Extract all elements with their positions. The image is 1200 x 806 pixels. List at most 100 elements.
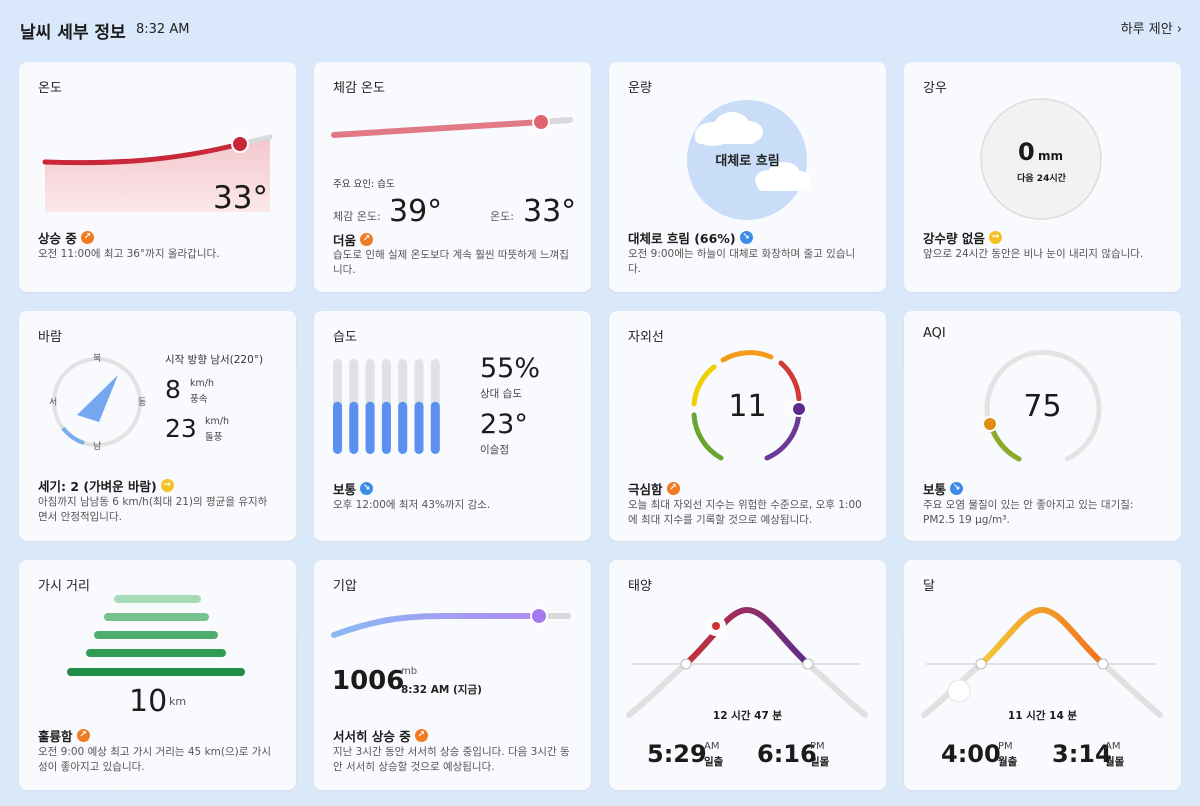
description: 앞으로 24시간 동안은 비나 눈이 내리지 않습니다. [923,248,1144,260]
status-label: 강수량 없음 → [923,228,1002,247]
uv-index-card[interactable]: 자외선 11 극심함 ↗ 오늘 최대 자외선 지수는 위험한 수준으로, 오후 1… [609,311,886,541]
temperature-value: 33° [213,180,268,216]
card-title: 달 [923,579,935,594]
moonrise-label: 월출 [998,756,1018,768]
humidity-card[interactable]: 습도 55% 상대 습도 23° 이슬점 보통 ↘ 오후 12:00에 최저 43… [314,311,591,541]
cloud-center-label: 대체로 흐림 [715,154,780,169]
pressure-value: 1006 [332,666,405,696]
feels-like-card[interactable]: 체감 온도 주요 요인: 습도 체감 온도: 39° 온도: 33° 더움 ↗ 습… [314,62,591,292]
rain-circle [980,98,1102,220]
visibility-bars [67,595,245,676]
humidity-bar-fill [414,401,424,454]
card-title: 태양 [628,579,652,594]
gust-speed: 23 [165,414,197,443]
uv-value: 11 [728,389,767,424]
compass-east: 동 [138,398,147,408]
gust-unit: km/h [205,416,229,427]
sunrise-ampm: AM [704,741,720,752]
trend-up-icon: ↗ [414,729,428,742]
wind-speed-unit: km/h [190,378,214,389]
trend-up-icon: ↗ [666,482,680,495]
pressure-graph [331,607,571,638]
moonrise-ampm: PM [998,741,1013,752]
trend-down-icon: ↘ [360,482,374,495]
humidity-bar-fill [349,401,359,454]
cloud-cover-card[interactable]: 운량 대체로 흐림 대체로 흐림 (66%) ↘ 오전 9:00에는 하늘이 대체… [609,62,886,292]
humidity-bar-fill [365,401,375,454]
status-label: 보통 ↘ [923,479,964,498]
visibility-unit: km [169,695,187,708]
temperature-card[interactable]: 온도 33° 상승 중 ↗ 오전 11:00에 최고 36°까지 올라갑니다. [19,62,296,292]
precipitation-card[interactable]: 강우 0 mm 다음 24시간 강수량 없음 → 앞으로 24시간 동안은 비나 … [904,62,1181,292]
wind-speed-label: 풍속 [190,394,208,405]
description: 아침까지 남남동 6 km/h(최대 21)의 평균을 유지하면서 안정적입니다… [38,496,268,523]
temp-value: 33° [523,194,577,229]
status-label: 극심함 ↗ [628,479,680,498]
card-title: 가시 거리 [38,579,90,594]
status-label: 훌륭함 ↗ [38,726,90,745]
rain-unit: mm [1038,149,1064,163]
humidity-bar-fill [430,401,440,454]
moonset-label: 월몰 [1105,756,1125,768]
trend-down-icon: ↘ [950,482,964,495]
aqi-card[interactable]: AQI 75 보통 ↘ 주요 오염 물질이 있는 안 좋아지고 있는 대기질: P… [904,311,1181,541]
wind-speed: 8 [165,375,181,404]
sunrise-label: 일출 [704,756,724,768]
card-title: 온도 [38,81,62,96]
current-point [231,135,249,153]
temp-label: 온도: [490,210,514,223]
status-label: 대체로 흐림 (66%) ↘ [628,228,753,247]
day-length: 12 시간 47 분 [712,710,783,722]
trend-up-icon: ↗ [360,233,374,246]
compass-west: 서 [49,398,58,408]
description: 오후 12:00에 최저 43%까지 감소. [333,499,491,511]
sun-icon [712,622,720,630]
trend-down-icon: ↘ [739,231,753,244]
visibility-value: 10 [129,684,168,719]
current-time: 8:32 AM [136,22,190,37]
sunset-time: 6:16 [757,740,817,768]
card-title: 기압 [333,579,357,594]
moon-arc [921,606,1163,718]
gust-label: 돌풍 [205,432,223,443]
compass-north: 북 [93,354,102,364]
moon-length: 11 시간 14 분 [1007,710,1078,722]
rain-value: 0 [1018,138,1035,166]
pressure-card[interactable]: 기압 1006 mb 8:32 AM (지금) 서서히 상승 중 ↗ 지난 3시간… [314,560,591,790]
sunrise-time: 5:29 [647,740,707,768]
card-title: AQI [923,326,946,341]
wind-direction: 시작 방향 남서(220°) [165,354,264,366]
wind-compass [52,357,142,447]
status-label: 더움 ↗ [333,230,374,249]
card-title: 자외선 [628,330,664,345]
moonset-ampm: AM [1105,741,1121,752]
day-suggestion-link[interactable]: 하루 제안 › [1120,22,1182,37]
sun-card[interactable]: 태양 12 시간 47 분 5:29 AM 일출 6:16 PM 일몰 [609,560,886,790]
compass-south: 남 [93,442,102,452]
wind-card[interactable]: 바람 북 남 서 동 시작 방향 남서(220°) 8 km/h 풍속 23 k… [19,311,296,541]
description: 오늘 최대 자외선 지수는 위험한 수준으로, 오후 1:00에 최대 지수를 … [628,499,862,526]
humidity-bar-fill [381,401,391,454]
description: 지난 3시간 동안 서서히 상승 중입니다. 다음 3시간 동안 서서히 상승할… [333,746,570,773]
uv-gauge [691,350,807,461]
humidity-value: 55% [480,353,541,384]
status-label: 세기: 2 (가벼운 바람) → [38,476,174,495]
moon-card[interactable]: 달 11 시간 14 분 4:00 PM 월출 3:14 AM 월몰 [904,560,1181,790]
humidity-label: 상대 습도 [480,388,522,400]
sun-arc [626,606,868,718]
feels-value: 39° [389,194,443,229]
trend-flat-icon: → [160,479,174,492]
dew-point-label: 이슬점 [480,444,509,456]
humidity-bars [333,359,440,454]
status-label: 상승 중 ↗ [38,228,94,247]
visibility-card[interactable]: 가시 거리 10 km 훌륭함 ↗ 오전 9:00 예상 최고 가시 거리는 45… [19,560,296,790]
rain-sub: 다음 24시간 [1017,174,1066,184]
aqi-value: 75 [1023,389,1062,424]
pressure-time: 8:32 AM (지금) [401,684,482,696]
moonrise-time: 4:00 [941,740,1001,768]
card-title: 체감 온도 [333,81,385,96]
description: 오전 11:00에 최고 36°까지 올라갑니다. [38,248,220,260]
humidity-bar-fill [333,401,342,454]
sunset-ampm: PM [810,741,825,752]
description: 오전 9:00 예상 최고 가시 거리는 45 km(으)로 가시성이 좋아지고… [38,746,272,773]
